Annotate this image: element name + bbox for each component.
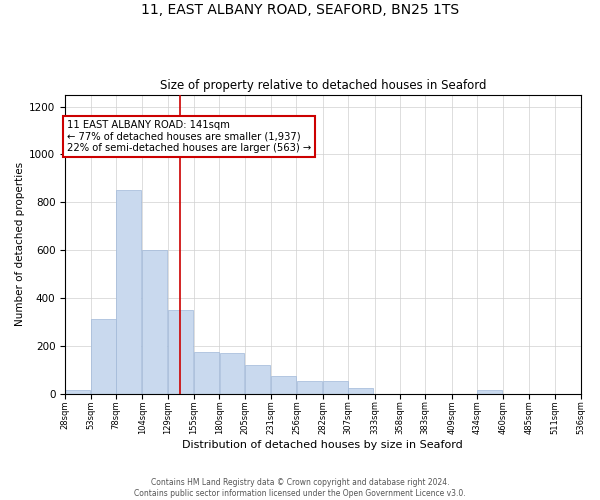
Bar	[65, 390, 90, 394]
Bar	[245, 366, 270, 394]
Bar	[142, 250, 167, 394]
Bar	[477, 390, 502, 394]
Bar	[220, 354, 244, 394]
Bar	[296, 381, 322, 394]
Text: 11, EAST ALBANY ROAD, SEAFORD, BN25 1TS: 11, EAST ALBANY ROAD, SEAFORD, BN25 1TS	[141, 2, 459, 16]
Text: 11 EAST ALBANY ROAD: 141sqm
← 77% of detached houses are smaller (1,937)
22% of : 11 EAST ALBANY ROAD: 141sqm ← 77% of det…	[67, 120, 311, 153]
Text: Contains HM Land Registry data © Crown copyright and database right 2024.
Contai: Contains HM Land Registry data © Crown c…	[134, 478, 466, 498]
Title: Size of property relative to detached houses in Seaford: Size of property relative to detached ho…	[160, 79, 486, 92]
Bar	[349, 388, 373, 394]
Bar	[116, 190, 141, 394]
Bar	[194, 352, 219, 394]
Y-axis label: Number of detached properties: Number of detached properties	[15, 162, 25, 326]
Bar	[323, 381, 348, 394]
Bar	[168, 310, 193, 394]
Bar	[271, 376, 296, 394]
X-axis label: Distribution of detached houses by size in Seaford: Distribution of detached houses by size …	[182, 440, 463, 450]
Bar	[91, 318, 116, 394]
